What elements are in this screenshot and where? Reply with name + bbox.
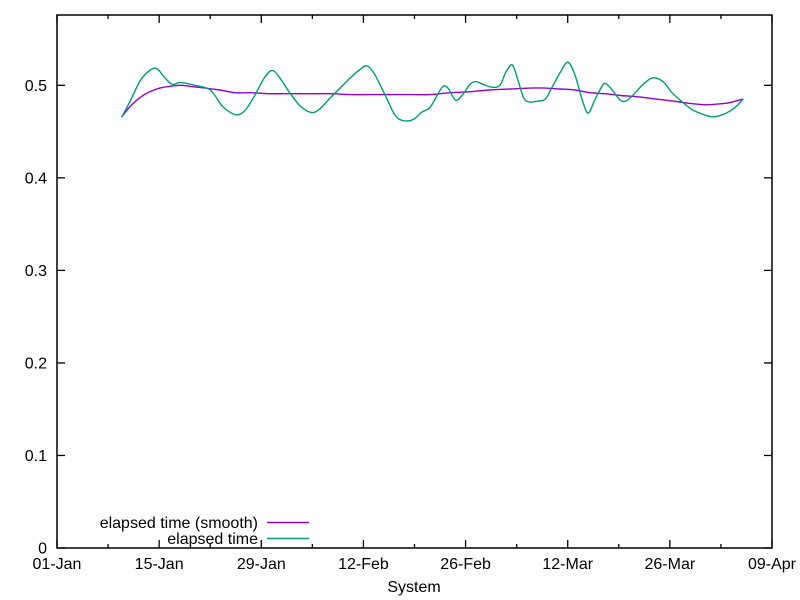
x-tick-label: 01-Jan [33,556,82,573]
series-line-elapsed-time [121,61,744,122]
y-tick-label: 0.1 [25,448,47,465]
plot-area: 01-Jan 15-Jan 29-Jan 12-Feb 26-Feb 12-Mar 26-M… [25,14,797,573]
x-axis-title: System [387,579,440,596]
series-line-elapsed-time-smooth [121,84,744,118]
x-tick-label: 12-Mar [542,556,593,573]
x-tick-label: 29-Jan [237,556,286,573]
x-tick-label: 12-Feb [338,556,389,573]
y-tick-label: 0.3 [25,263,47,280]
y-tick-label: 0.4 [25,170,47,187]
y-tick-label: 0.2 [25,355,47,372]
x-tick-label: 09-Apr [748,556,797,573]
x-tick-label: 26-Feb [440,556,491,573]
legend-label-elapsed-time-smooth: elapsed time (smooth) [100,515,258,532]
x-tick-label: 15-Jan [135,556,184,573]
legend: elapsed time (smooth) elapsed time [100,515,309,548]
y-tick-label: 0 [38,541,47,558]
y-tick-label: 0.5 [25,78,47,95]
x-tick-label: 26-Mar [645,556,696,573]
legend-label-elapsed-time: elapsed time [167,531,258,548]
